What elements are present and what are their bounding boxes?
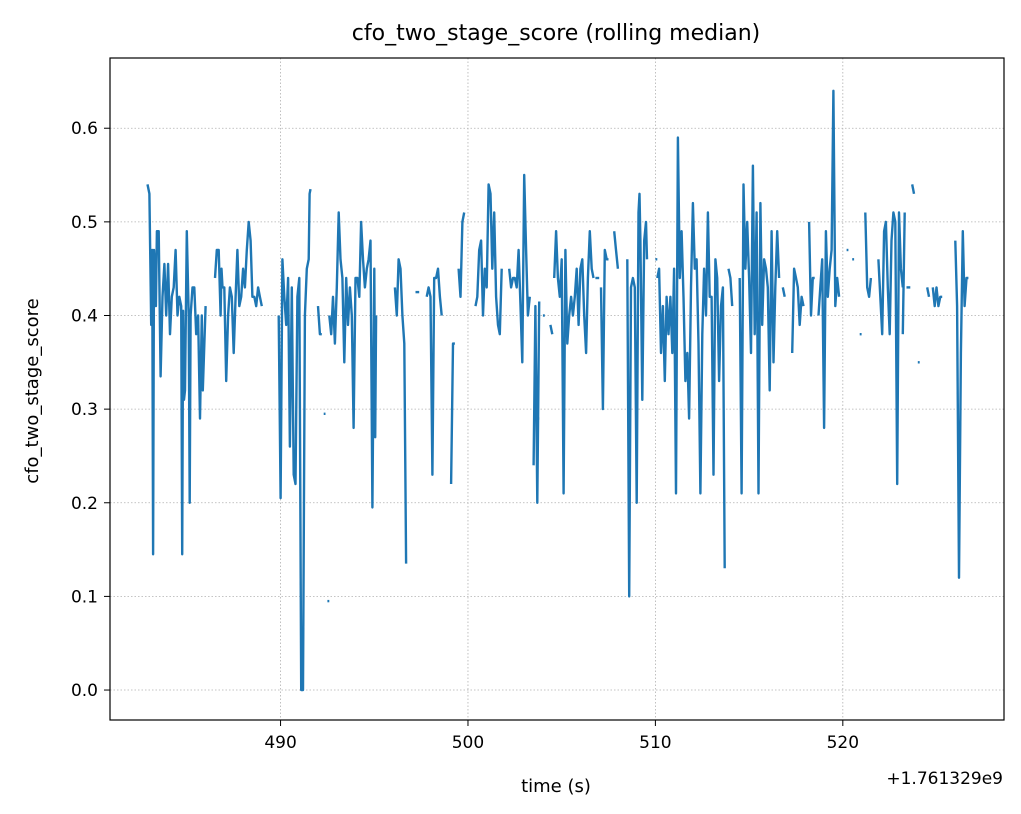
y-axis-ticks: 0.0 0.1 0.2 0.3 0.4 0.5 0.6 xyxy=(71,119,110,701)
x-tick-label: 490 xyxy=(264,733,296,753)
series-line-segment xyxy=(553,229,595,495)
y-axis-label: cfo_two_stage_score xyxy=(22,298,43,483)
series-line-segment xyxy=(807,221,815,317)
series-line-segment xyxy=(613,231,620,269)
y-tick-label: 0.3 xyxy=(71,400,98,420)
y-tick-label: 0.1 xyxy=(71,587,98,607)
x-tick-label: 510 xyxy=(639,733,671,753)
series-line-segment xyxy=(738,164,781,495)
series-line-segment xyxy=(817,89,841,430)
series-line-segment xyxy=(328,211,378,509)
chart-title: cfo_two_stage_score (rolling median) xyxy=(352,21,760,46)
series-line-segment xyxy=(656,136,726,569)
series-line-segment xyxy=(277,188,312,692)
series-line-segment xyxy=(954,229,969,579)
plot-frame xyxy=(109,57,1005,721)
series-line-segment xyxy=(911,184,916,195)
series-line-segment xyxy=(146,184,207,556)
series-line-segment xyxy=(877,211,904,486)
series-line-segment xyxy=(599,248,609,411)
series-line-segment xyxy=(781,287,786,298)
series-line-segment xyxy=(393,258,408,564)
series-lines xyxy=(146,89,969,692)
y-tick-label: 0.6 xyxy=(71,119,98,139)
series-line-segment xyxy=(791,267,805,354)
series-line-segment xyxy=(727,268,734,307)
series-line-segment xyxy=(213,220,263,383)
x-tick-label: 500 xyxy=(452,733,484,753)
series-line-segment xyxy=(926,287,931,298)
series-line-segment xyxy=(549,324,554,335)
series-line-segment xyxy=(474,183,503,336)
series-line-segment xyxy=(508,173,531,364)
series-line-segment xyxy=(425,267,443,476)
y-tick-label: 0.5 xyxy=(71,213,98,233)
series-line-segment xyxy=(449,342,455,485)
y-tick-label: 0.2 xyxy=(71,494,98,514)
y-tick-label: 0.4 xyxy=(71,306,98,326)
x-axis-offset-label: +1.761329e9 xyxy=(886,769,1003,789)
series-line-segment xyxy=(532,301,541,504)
series-line-segment xyxy=(901,212,906,335)
x-tick-label: 520 xyxy=(827,733,859,753)
series-line-segment xyxy=(864,212,873,298)
y-tick-label: 0.0 xyxy=(71,681,98,701)
x-axis-label: time (s) xyxy=(521,776,591,797)
series-line-segment xyxy=(316,306,322,336)
series-line-segment xyxy=(457,212,466,298)
series-line-segment xyxy=(931,286,943,308)
x-axis-ticks: 490 500 510 520 xyxy=(264,720,859,753)
series-line-segment xyxy=(626,192,649,598)
